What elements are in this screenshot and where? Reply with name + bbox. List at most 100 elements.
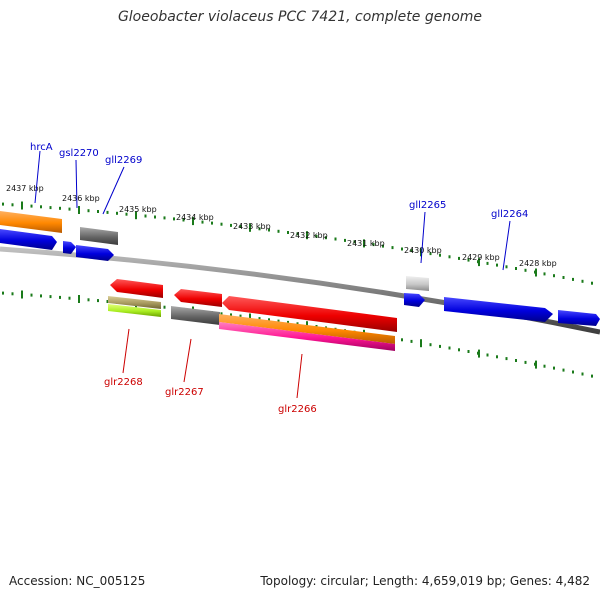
scale-dot bbox=[201, 220, 204, 224]
scale-label: 2434 kbp bbox=[176, 213, 214, 222]
scale-dot bbox=[553, 274, 555, 278]
scale-major-tick bbox=[192, 217, 194, 226]
scale-dot bbox=[59, 295, 61, 299]
feature-bar bbox=[219, 322, 395, 351]
scale-dot bbox=[211, 221, 213, 225]
scale-dot bbox=[429, 343, 432, 347]
scale-dot bbox=[144, 214, 147, 218]
scale-major-tick bbox=[535, 360, 537, 369]
scale-dot bbox=[230, 313, 232, 317]
label-leader bbox=[420, 211, 426, 264]
genome-backbone bbox=[0, 246, 600, 335]
scale-dot bbox=[87, 209, 90, 213]
accession-text: Accession: NC_005125 bbox=[9, 574, 146, 588]
scale-dot bbox=[116, 211, 118, 215]
gene-label-glr2267[interactable]: glr2267 bbox=[165, 387, 204, 398]
scale-dot bbox=[562, 276, 565, 279]
scale-dot bbox=[496, 355, 498, 359]
gene-gsl2270[interactable] bbox=[63, 241, 76, 254]
gene-arrow bbox=[404, 293, 425, 307]
gene-label-hrcA[interactable]: hrcA bbox=[30, 142, 53, 153]
scale-dot bbox=[30, 293, 33, 297]
gene-arrow bbox=[222, 296, 397, 332]
scale-dot bbox=[458, 256, 460, 260]
map-title: Gloeobacter violaceus PCC 7421, complete… bbox=[117, 9, 483, 25]
scale-dot bbox=[239, 225, 242, 228]
scale-dot bbox=[68, 296, 71, 300]
feature-bar bbox=[108, 304, 161, 317]
scale-dot bbox=[11, 203, 14, 207]
scale-major-tick bbox=[21, 290, 23, 299]
gene-hrcA[interactable] bbox=[0, 211, 62, 250]
scale-dot bbox=[496, 263, 498, 267]
scale-dot bbox=[97, 299, 99, 303]
scale-dot bbox=[591, 281, 593, 285]
scale-labels: 2437 kbp 2436 kbp 2435 kbp 2434 kbp 2433… bbox=[6, 184, 557, 268]
scale-dot bbox=[524, 360, 527, 364]
scale-dot bbox=[581, 372, 584, 376]
gene-arrow bbox=[558, 310, 600, 326]
scale-dot bbox=[163, 216, 166, 220]
scale-label: 2436 kbp bbox=[62, 194, 100, 203]
scale-major-tick bbox=[249, 223, 251, 232]
gene-gll2265[interactable] bbox=[404, 276, 429, 307]
gene-label-glr2266[interactable]: glr2266 bbox=[278, 404, 317, 415]
gene-label-gll2265[interactable]: gll2265 bbox=[409, 200, 446, 211]
feature-bar bbox=[406, 276, 429, 291]
label-leader bbox=[296, 353, 303, 399]
gene-arrow bbox=[76, 245, 114, 261]
gene-glr2266[interactable] bbox=[219, 296, 397, 351]
scale-dot bbox=[268, 318, 270, 322]
scale-dot bbox=[448, 255, 451, 259]
scale-dot bbox=[524, 268, 527, 272]
scale-dot bbox=[486, 353, 489, 357]
scale-dot bbox=[230, 223, 232, 227]
feature-bar bbox=[219, 314, 395, 344]
scale-dot bbox=[287, 231, 289, 234]
gene-label-glr2268[interactable]: glr2268 bbox=[104, 377, 143, 388]
scale-dot bbox=[268, 228, 270, 232]
scale-dot bbox=[515, 267, 517, 270]
scale-dot bbox=[258, 317, 261, 321]
scale-dot bbox=[59, 206, 61, 210]
gene-glr2268[interactable] bbox=[108, 279, 163, 317]
scale-dot bbox=[515, 359, 517, 362]
feature-bar bbox=[0, 211, 62, 233]
scale-dot bbox=[2, 291, 4, 295]
scale-dot bbox=[429, 252, 432, 256]
gene-glr2267[interactable] bbox=[171, 289, 222, 325]
scale-major-tick bbox=[535, 268, 537, 277]
scale-dot bbox=[2, 202, 4, 206]
gene-gll2269[interactable] bbox=[76, 227, 118, 261]
gene-arrow bbox=[110, 279, 163, 298]
scale-major-tick bbox=[78, 206, 80, 214]
scale-major-tick bbox=[420, 248, 422, 257]
scale-dot bbox=[277, 229, 280, 233]
scale-label: 2430 kbp bbox=[404, 246, 442, 255]
scale-dot bbox=[258, 227, 261, 231]
scale-dot bbox=[410, 249, 413, 253]
scale-dot bbox=[68, 207, 71, 211]
scale-dot bbox=[562, 368, 565, 372]
scale-dot bbox=[325, 236, 327, 240]
label-leader bbox=[183, 338, 192, 383]
feature-bar bbox=[80, 227, 118, 245]
scale-dot bbox=[97, 210, 99, 213]
label-leader bbox=[122, 328, 130, 374]
scale-dot bbox=[410, 339, 413, 343]
gene-label-gsl2270[interactable]: gsl2270 bbox=[59, 148, 99, 159]
gene-gll2264[interactable] bbox=[444, 297, 600, 326]
scale-label: 2433 kbp bbox=[233, 222, 271, 231]
scale-dot bbox=[182, 218, 185, 222]
scale-major-tick bbox=[249, 313, 251, 322]
scale-dot bbox=[154, 215, 156, 219]
scale-dot bbox=[11, 292, 14, 296]
scale-dot bbox=[543, 272, 546, 276]
scale-dot bbox=[572, 277, 574, 281]
gene-label-gll2269[interactable]: gll2269 bbox=[105, 155, 142, 166]
gene-arrow bbox=[0, 229, 57, 250]
scale-dot bbox=[401, 247, 403, 251]
gene-label-gll2264[interactable]: gll2264 bbox=[491, 209, 528, 220]
gene-arrow bbox=[63, 241, 76, 254]
